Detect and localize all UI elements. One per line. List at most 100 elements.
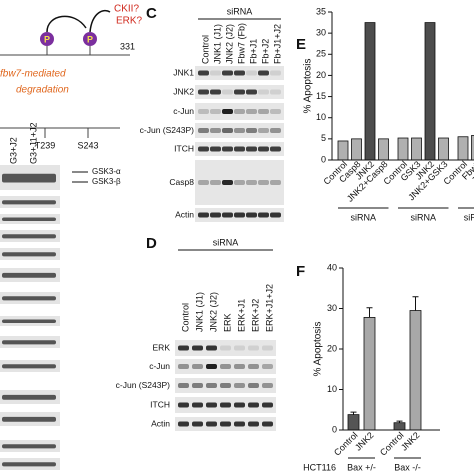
lane-label: Control (180, 303, 190, 332)
header: siRNA (227, 6, 253, 16)
band (234, 421, 245, 427)
arrow (46, 15, 87, 33)
row-label: c-Jun (149, 361, 170, 371)
band (178, 383, 189, 388)
band (262, 402, 273, 408)
band (258, 212, 269, 218)
bar (411, 137, 422, 161)
band (234, 345, 245, 351)
blot-strip (175, 340, 276, 356)
lane-label: ERK+J2 (250, 299, 260, 332)
panel-letter: D (146, 235, 157, 252)
band (206, 364, 217, 369)
bar (378, 138, 389, 161)
residue-number: 331 (120, 41, 135, 51)
y-tick-label: 0 (321, 154, 326, 164)
band (248, 421, 259, 427)
y-axis-label: % Apoptosis (303, 58, 314, 113)
band (222, 146, 233, 152)
row-label: c-Jun (S243P) (116, 380, 170, 390)
row-label: Actin (151, 418, 170, 428)
lane-label: JNK2 (J2) (208, 292, 218, 332)
band (206, 402, 217, 408)
y-tick-label: 35 (316, 6, 326, 16)
phospho-site (40, 32, 54, 46)
band (2, 444, 56, 449)
band (2, 340, 56, 345)
bar (471, 135, 474, 161)
y-tick-label: 5 (321, 133, 326, 143)
y-tick-label: 20 (316, 70, 326, 80)
band (234, 146, 245, 152)
error-bar (396, 420, 403, 423)
band (234, 364, 245, 369)
band (270, 128, 281, 133)
bar (409, 310, 422, 431)
lane-label: Fbw7 (Fb) (236, 23, 246, 64)
bar (347, 414, 360, 431)
band-label: GSK3-α (92, 167, 121, 176)
y-tick-label: 20 (327, 343, 337, 353)
band (2, 200, 56, 205)
band (210, 180, 221, 185)
row-label: Casp8 (169, 177, 194, 187)
lane-label: ERK+J1+J2 (264, 284, 274, 332)
band (234, 212, 245, 218)
band (192, 364, 203, 369)
note: degradation (16, 85, 69, 96)
bar (351, 138, 362, 161)
panel-letter: E (296, 36, 306, 53)
band (198, 89, 209, 95)
lane-label: JNK2 (J2) (224, 24, 234, 64)
band (178, 345, 189, 351)
band (222, 70, 233, 76)
group-label: siRNA (410, 212, 436, 222)
left-panel: P P CKII? ERK? 331 fbw7-mediated degrada… (0, 4, 143, 186)
band (2, 173, 56, 183)
band (2, 252, 56, 257)
band (262, 364, 273, 369)
residue: T239 (35, 140, 56, 150)
group-label: siRNA (464, 212, 474, 222)
band (246, 146, 257, 152)
kinase: CKII? (114, 4, 139, 15)
band (192, 421, 203, 427)
band (248, 345, 259, 351)
band (234, 128, 245, 133)
row-label: JNK1 (173, 67, 194, 77)
band (270, 212, 281, 218)
band (222, 180, 233, 185)
band (2, 319, 56, 323)
group-label: siRNA (350, 212, 376, 222)
y-tick-label: 15 (316, 91, 326, 101)
band (258, 146, 269, 152)
blot-strip (175, 359, 276, 374)
band (178, 421, 189, 427)
band (222, 89, 233, 95)
band (222, 128, 233, 133)
band (198, 212, 209, 218)
band (2, 416, 56, 422)
row-label: c-Jun (173, 106, 194, 116)
bar (393, 422, 406, 431)
lane-label: ERK (222, 313, 232, 332)
phospho-site (83, 32, 97, 46)
band (248, 364, 259, 369)
y-tick-label: 40 (327, 262, 337, 272)
lane-label: G3+J1+J2 (28, 122, 38, 164)
row-label: c-Jun (S243P) (140, 125, 194, 135)
band (210, 70, 221, 76)
kinase: ERK? (116, 16, 143, 27)
band (198, 180, 209, 185)
band (220, 402, 231, 408)
band (210, 212, 221, 218)
blot-strip (195, 160, 284, 205)
band (210, 89, 221, 95)
band (234, 89, 245, 95)
band (206, 345, 217, 351)
band (2, 234, 56, 239)
y-tick-label: 25 (316, 49, 326, 59)
error-bar (350, 411, 357, 415)
band-label: GSK3-β (92, 177, 121, 186)
